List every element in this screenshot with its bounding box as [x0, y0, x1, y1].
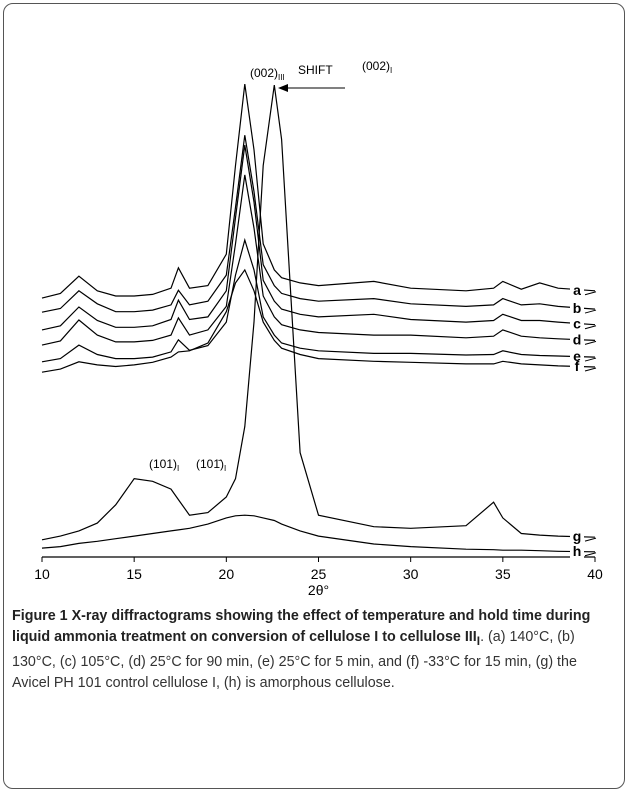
- caption-label: Figure 1: [12, 608, 68, 624]
- x-axis-label: 2θ°: [308, 582, 329, 598]
- label-backdrop: [570, 533, 584, 548]
- x-tick-label: 35: [495, 566, 511, 582]
- annotation: SHIFT: [298, 63, 333, 77]
- caption-title-text: X-ray diffractograms showing the effect …: [12, 608, 591, 645]
- x-tick-label: 40: [587, 566, 603, 582]
- label-backdrop: [570, 547, 584, 562]
- label-backdrop: [570, 320, 584, 335]
- series-label: b: [573, 300, 582, 316]
- label-leader: [584, 552, 597, 557]
- series-line: [41, 174, 596, 346]
- label-leader: [584, 357, 597, 362]
- annotation: (002)I: [362, 59, 392, 75]
- annotation: (101)I: [149, 457, 179, 473]
- label-backdrop: [570, 305, 584, 320]
- series-label: c: [573, 316, 581, 332]
- label-leader: [584, 325, 597, 330]
- x-tick-label: 15: [126, 566, 142, 582]
- annotation: (002)III: [250, 66, 285, 82]
- label-backdrop: [570, 286, 584, 301]
- annotation-text: (101̄): [196, 457, 224, 471]
- label-leader: [584, 309, 597, 314]
- annotation-sub: I: [390, 66, 392, 75]
- annotation-text: (002): [362, 59, 390, 73]
- label-leader: [584, 340, 597, 345]
- series-label: f: [575, 358, 580, 374]
- series-label: e: [573, 348, 581, 364]
- series-line: [41, 84, 596, 299]
- annotation-sub: I: [177, 464, 179, 473]
- series-label: g: [573, 528, 582, 544]
- label-backdrop: [570, 336, 584, 351]
- series-line: [41, 85, 596, 541]
- x-tick-label: 25: [311, 566, 327, 582]
- label-leader: [584, 537, 597, 542]
- series-label: d: [573, 331, 582, 347]
- annotation-sub: I: [224, 464, 226, 473]
- caption-title: X-ray diffractograms showing the effect …: [12, 608, 591, 648]
- series-label: h: [573, 543, 582, 559]
- label-leader: [584, 291, 597, 296]
- annotation-sub: III: [278, 73, 285, 82]
- caption: Figure 1 X-ray diffractograms showing th…: [12, 606, 614, 694]
- x-tick-label: 30: [403, 566, 419, 582]
- series-line: [41, 135, 596, 313]
- figure-frame: [3, 3, 625, 789]
- series-line: [41, 237, 596, 363]
- x-tick-label: 20: [219, 566, 235, 582]
- caption-title-sub: I: [476, 633, 481, 648]
- series-line: [41, 145, 596, 331]
- annotation-text: (101): [149, 457, 177, 471]
- annotation-text: (002): [250, 66, 278, 80]
- caption-text: . (a) 140°C, (b) 130°C, (c) 105°C, (d) 2…: [12, 629, 577, 691]
- annotation-text: SHIFT: [298, 63, 333, 77]
- label-backdrop: [570, 362, 584, 377]
- shift-arrowhead: [278, 84, 288, 92]
- series-line: [41, 514, 596, 553]
- annotation: (101̄)I: [196, 457, 226, 473]
- series-line: [41, 268, 596, 373]
- label-leader: [584, 367, 597, 372]
- series-label: a: [573, 282, 581, 298]
- x-tick-label: 10: [34, 566, 50, 582]
